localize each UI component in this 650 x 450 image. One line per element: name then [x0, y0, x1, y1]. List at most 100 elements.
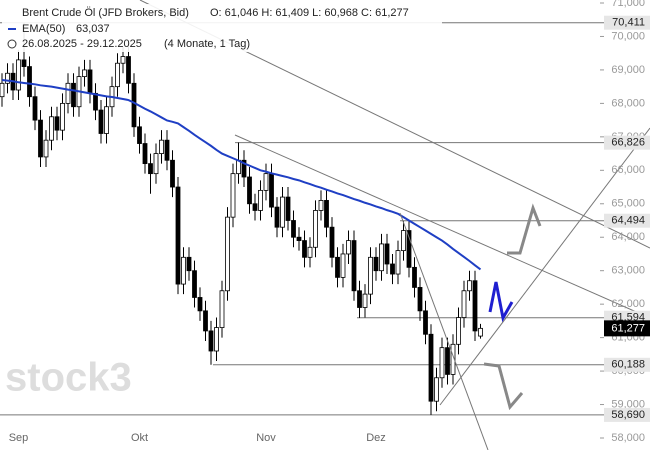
candle-body — [412, 266, 417, 288]
candle-body — [467, 280, 472, 292]
y-tick-label: 66,000 — [611, 164, 645, 176]
trendline — [439, 127, 650, 406]
candle-body — [384, 243, 390, 265]
candle-body — [390, 263, 395, 275]
candle-body — [472, 280, 478, 332]
candle-body — [296, 236, 302, 241]
level-label: 66,826 — [611, 137, 645, 149]
candle-body — [450, 343, 456, 375]
candle-body — [5, 72, 10, 84]
candle-body — [65, 82, 71, 104]
candle-body — [120, 56, 126, 64]
candle-body — [87, 69, 93, 94]
header-bg — [2, 4, 442, 52]
candle-body — [0, 82, 5, 98]
candle-body — [417, 287, 423, 312]
candle-body — [274, 206, 280, 228]
candle-body — [478, 327, 483, 337]
candle-body — [126, 56, 131, 84]
y-tick-label: 69,000 — [611, 64, 645, 76]
candle-body — [445, 347, 450, 375]
candle-body — [104, 106, 109, 134]
candle-body — [461, 290, 467, 318]
candle-body — [164, 139, 170, 161]
level-label-bg — [604, 213, 650, 228]
candle-body — [362, 293, 368, 308]
candle-body — [98, 109, 104, 134]
level-label: 60,188 — [611, 359, 645, 371]
candle-body — [351, 240, 357, 292]
plot — [0, 22, 604, 416]
candle-body — [186, 256, 192, 272]
candle-body — [181, 256, 186, 285]
y-tick-label: 65,000 — [611, 198, 645, 210]
watermark: stock3 — [5, 356, 132, 400]
candle-body — [280, 196, 285, 228]
level-label: 58,690 — [611, 409, 645, 421]
x-tick-label: Okt — [131, 432, 148, 444]
candle-body — [214, 327, 219, 352]
candle-body — [225, 216, 230, 292]
arrow-up — [507, 203, 542, 255]
title: Brent Crude Öl (JFD Brokers, Bid) — [22, 7, 189, 19]
candle-body — [318, 200, 324, 211]
candle-body — [49, 116, 54, 141]
candle-body — [197, 297, 203, 312]
candle-body — [406, 230, 412, 268]
date-range: 26.08.2025 - 29.12.2025 — [22, 38, 142, 50]
candle-body — [131, 82, 137, 128]
candle-body — [307, 246, 313, 258]
candle-body — [21, 59, 27, 67]
candle-body — [219, 290, 225, 328]
candle-body — [32, 96, 38, 121]
candle-body — [115, 62, 120, 88]
candle-body — [313, 210, 318, 248]
candle-body — [428, 333, 434, 402]
candle-body — [401, 230, 406, 252]
level-label-bg — [604, 357, 650, 372]
header: Brent Crude Öl (JFD Brokers, Bid) O: 61,… — [2, 4, 442, 52]
candle-body — [379, 243, 384, 272]
level-label: 64,494 — [611, 215, 645, 227]
candle-body — [423, 310, 428, 335]
candle-body — [142, 143, 148, 165]
candle-body — [269, 173, 274, 208]
candle-body — [241, 159, 247, 178]
candle-body — [329, 226, 335, 258]
y-tick-label: 58,000 — [611, 432, 645, 444]
y-tick-label: 70,000 — [611, 30, 645, 42]
candle-body — [285, 196, 291, 221]
candle-body — [148, 163, 153, 175]
candle-body — [159, 139, 164, 154]
level-label: 70,411 — [612, 17, 645, 29]
candle-body — [373, 256, 379, 272]
candle-body — [357, 290, 362, 308]
candle-body — [208, 330, 214, 352]
last-price-label: 61,277 — [611, 322, 645, 334]
candle-body — [93, 92, 98, 111]
y-axis: 58,00059,00060,00061,00062,00063,00064,0… — [9, 0, 650, 444]
candle-body — [434, 377, 439, 402]
level-label-bg — [604, 407, 650, 422]
candle-body — [16, 59, 21, 91]
arrow-blue — [488, 281, 514, 323]
y-tick-label: 62,000 — [611, 298, 645, 310]
y-tick-label: 63,000 — [611, 265, 645, 277]
trendline — [234, 134, 650, 319]
candle-body — [137, 126, 142, 144]
y-tick-label: 71,000 — [611, 0, 645, 9]
candle-body — [368, 256, 373, 295]
candle-body — [203, 310, 208, 332]
candle-body — [153, 153, 159, 175]
x-tick-label: Nov — [256, 432, 276, 444]
y-tick-label: 59,000 — [611, 398, 645, 410]
candle-body — [263, 173, 269, 191]
candle-body — [175, 186, 181, 285]
candle-body — [258, 189, 263, 211]
x-tick-label: Sep — [9, 432, 29, 444]
y-tick-label: 68,000 — [611, 97, 645, 109]
candle-body — [302, 240, 307, 258]
candle-body — [439, 347, 445, 379]
candle-body — [192, 270, 197, 298]
